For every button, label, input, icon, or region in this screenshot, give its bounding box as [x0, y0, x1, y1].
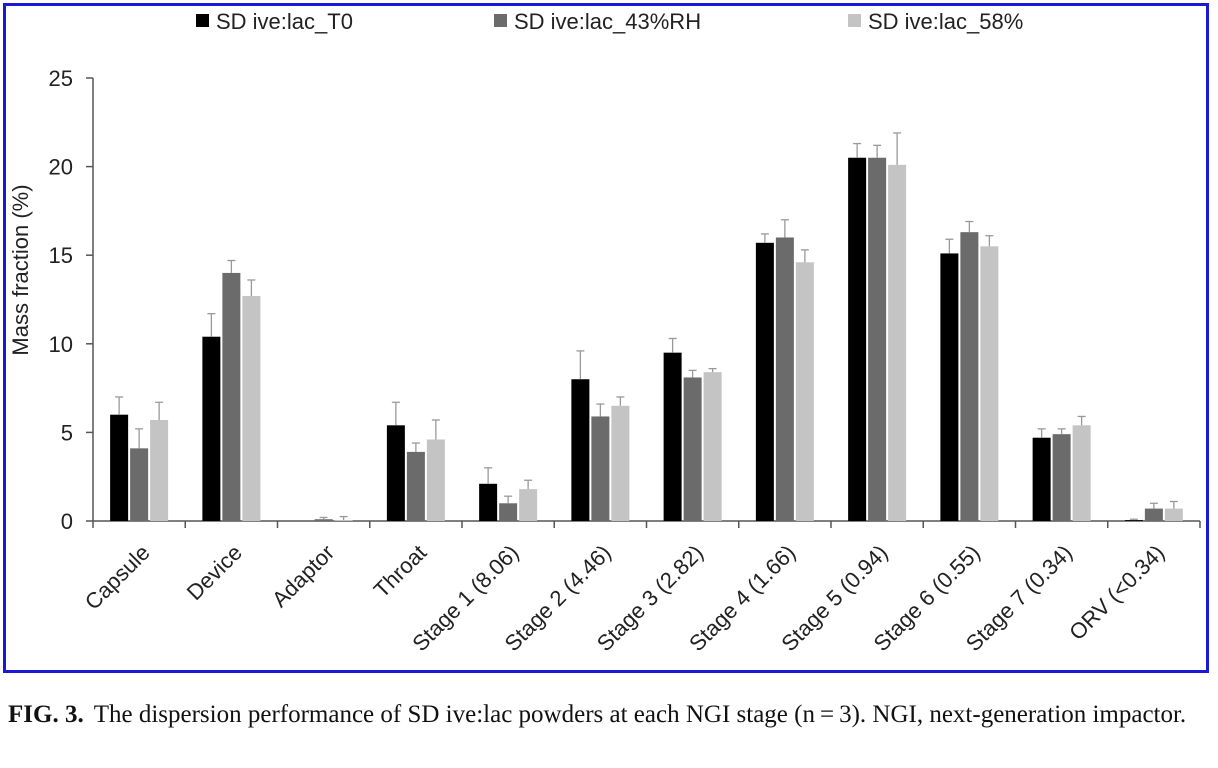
bar — [848, 157, 867, 522]
figure-caption: FIG. 3. The dispersion performance of SD … — [8, 700, 1213, 730]
y-tick-label: 10 — [49, 332, 73, 357]
legend-label: SD ive:lac_43%RH — [514, 9, 701, 34]
bar — [499, 503, 518, 521]
x-tick-label: Adaptor — [267, 540, 339, 612]
bar — [663, 352, 682, 521]
bar — [888, 164, 907, 521]
bar — [334, 520, 353, 521]
bar — [1124, 520, 1143, 521]
legend-swatch — [494, 14, 507, 27]
bar — [110, 414, 129, 521]
caption-label: FIG. 3. — [8, 701, 84, 728]
legend: SD ive:lac_T0 SD ive:lac_43%RH SD ive:lac_… — [196, 9, 1023, 34]
bar — [1072, 425, 1091, 521]
bar — [755, 242, 774, 521]
bar — [1164, 508, 1183, 521]
bar — [591, 416, 610, 521]
bars — [110, 132, 1183, 522]
legend-label: SD ive:lac_58% — [868, 9, 1023, 34]
x-tick-label: Throat — [369, 540, 432, 603]
bar — [940, 253, 959, 522]
bar — [980, 246, 999, 521]
bar — [130, 448, 149, 521]
bar — [242, 295, 261, 521]
bar — [406, 451, 425, 521]
bar — [703, 372, 722, 521]
y-tick-label: 20 — [49, 155, 73, 180]
bar — [1032, 437, 1051, 521]
legend-swatch — [848, 14, 861, 27]
y-axis-label: Mass fraction (%) — [8, 184, 33, 355]
bar — [611, 405, 630, 521]
bar — [386, 425, 405, 521]
x-tick-label: ORV (<0.34) — [1064, 540, 1169, 645]
bar — [314, 519, 333, 521]
bar — [775, 237, 794, 522]
bar — [1052, 434, 1071, 521]
y-tick-label: 25 — [49, 66, 73, 91]
y-axis: 0 5 10 15 20 25 — [49, 66, 94, 534]
x-tick-label: Device — [182, 540, 247, 605]
y-tick-label: 5 — [61, 420, 73, 445]
bar-chart: Mass fraction (%) 0 5 10 15 20 25 Capsule Devi… — [8, 9, 1201, 656]
bar — [202, 336, 221, 521]
bar — [795, 262, 814, 521]
bar — [150, 419, 169, 521]
y-tick-label: 0 — [61, 509, 73, 534]
bar — [479, 483, 498, 521]
x-tick-label: Capsule — [80, 540, 155, 615]
bar — [426, 439, 445, 521]
bar — [571, 379, 590, 521]
bar — [960, 232, 979, 521]
legend-swatch — [196, 14, 209, 27]
bar — [222, 272, 241, 521]
legend-label: SD ive:lac_T0 — [216, 9, 353, 34]
caption-text: The dispersion performance of SD ive:lac… — [93, 701, 1187, 728]
bar — [868, 157, 887, 522]
bar — [1144, 508, 1163, 521]
bar — [519, 489, 538, 521]
bar — [683, 377, 702, 521]
y-tick-label: 15 — [49, 243, 73, 268]
